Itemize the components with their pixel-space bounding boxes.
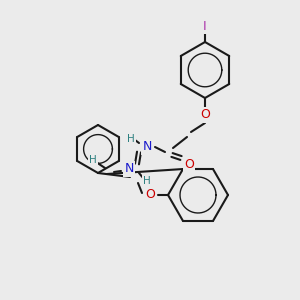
Text: O: O	[184, 158, 194, 170]
Text: H: H	[127, 134, 135, 144]
Text: H: H	[143, 176, 151, 186]
Text: O: O	[200, 109, 210, 122]
Text: O: O	[145, 188, 155, 202]
Text: H: H	[89, 155, 97, 165]
Text: N: N	[124, 163, 134, 176]
Text: N: N	[142, 140, 152, 154]
Text: I: I	[203, 20, 207, 32]
